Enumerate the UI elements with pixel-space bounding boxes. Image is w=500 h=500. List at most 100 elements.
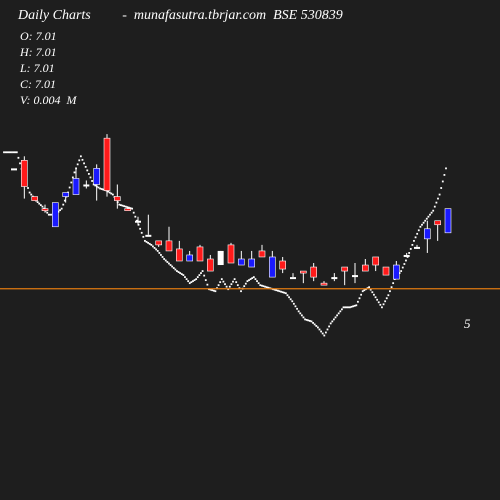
trend-dot [212, 289, 215, 292]
trend-dot [216, 287, 218, 290]
trend-dot [324, 331, 327, 334]
trend-dot [389, 290, 391, 293]
trend-dot [164, 259, 167, 262]
trend-dot [123, 205, 126, 208]
candle [331, 273, 338, 282]
trend-dot [12, 151, 15, 154]
trend-dot [233, 278, 236, 281]
trend-dot [17, 156, 20, 159]
trend-dot [433, 205, 436, 208]
candle [62, 192, 69, 203]
trend-dot [79, 155, 82, 158]
trend-dot [47, 213, 50, 216]
trend-dot [280, 290, 282, 293]
trend-dot [187, 280, 190, 283]
trend-dot [240, 290, 242, 293]
trend-dot [381, 306, 383, 309]
ohlc-high: H: 7.01 [19, 45, 57, 59]
trend-dot [180, 273, 183, 275]
candle [165, 226, 173, 252]
trend-dot [224, 283, 226, 286]
trend-dot [416, 232, 419, 235]
trend-dot [225, 285, 228, 288]
trend-dot [360, 293, 363, 296]
candle-body [93, 168, 100, 185]
trend-dot [437, 197, 439, 200]
candle-body [165, 240, 173, 252]
candle [114, 184, 121, 209]
trend-dot [155, 248, 158, 251]
trend-dot [445, 167, 447, 170]
trend-dot [6, 151, 9, 154]
candle-body [258, 250, 266, 258]
trend-dot [385, 297, 388, 300]
trend-dot [211, 289, 214, 292]
trend-dot [376, 298, 379, 301]
trend-dot [163, 258, 166, 260]
trend-dot [196, 276, 199, 279]
trend-dot [406, 256, 409, 258]
trend-dot [121, 204, 124, 207]
ohlc-volume: V: 0.004 M [20, 93, 78, 107]
right-price-label: 5 [464, 316, 471, 331]
candle-body [41, 208, 49, 211]
candle [434, 220, 441, 241]
candle-body [414, 246, 420, 249]
trend-dot [209, 288, 212, 291]
trend-dot [379, 303, 382, 306]
trend-dot [222, 280, 225, 283]
trend-dot [363, 289, 366, 292]
trend-dot [70, 181, 73, 184]
candle [403, 252, 410, 257]
trend-dot [94, 184, 97, 187]
trend-dot [283, 291, 286, 294]
candle-body [52, 202, 59, 228]
trend-dot [4, 151, 7, 154]
candle-body [290, 277, 296, 280]
trend-dot [153, 247, 156, 249]
trend-dot [169, 264, 172, 266]
candle-body [124, 208, 131, 211]
trend-dot [134, 215, 137, 218]
candle-body [320, 282, 328, 286]
trend-dot [332, 318, 335, 321]
trend-dot [344, 306, 347, 309]
candle-body [135, 220, 141, 223]
trend-dot [400, 270, 403, 272]
candle-body [207, 258, 214, 272]
trend-dot [401, 266, 404, 269]
trend-dot [160, 254, 162, 256]
candle [83, 180, 90, 189]
trend-dot [403, 263, 406, 265]
trend-dot [147, 241, 150, 244]
candle-body [114, 196, 121, 201]
trend-dot [326, 328, 329, 331]
trend-dot [358, 297, 361, 300]
trend-dot [251, 277, 254, 280]
trend-dot [371, 291, 374, 294]
trend-dot [342, 306, 345, 309]
trend-dot [214, 290, 217, 293]
trend-dot [432, 209, 435, 212]
trend-dot [252, 276, 255, 279]
trend-dot [392, 282, 395, 285]
trend-dot [312, 322, 314, 324]
trend-dot [246, 280, 249, 283]
trend-dot [281, 291, 284, 294]
trend-dot [313, 323, 316, 326]
trend-dot [307, 319, 310, 322]
trend-dot [336, 314, 339, 317]
trend-dot [145, 240, 148, 243]
candle [382, 266, 390, 276]
candle-body [62, 192, 69, 197]
trend-dot [384, 300, 387, 303]
trend-dot [28, 191, 31, 194]
candle-body [403, 254, 410, 257]
trend-dot [304, 318, 306, 321]
trend-dot [168, 262, 170, 265]
trend-dot [148, 242, 151, 245]
trend-dot [297, 310, 300, 313]
candle [72, 168, 80, 195]
candle-body [83, 184, 90, 187]
candle-body [331, 277, 338, 280]
